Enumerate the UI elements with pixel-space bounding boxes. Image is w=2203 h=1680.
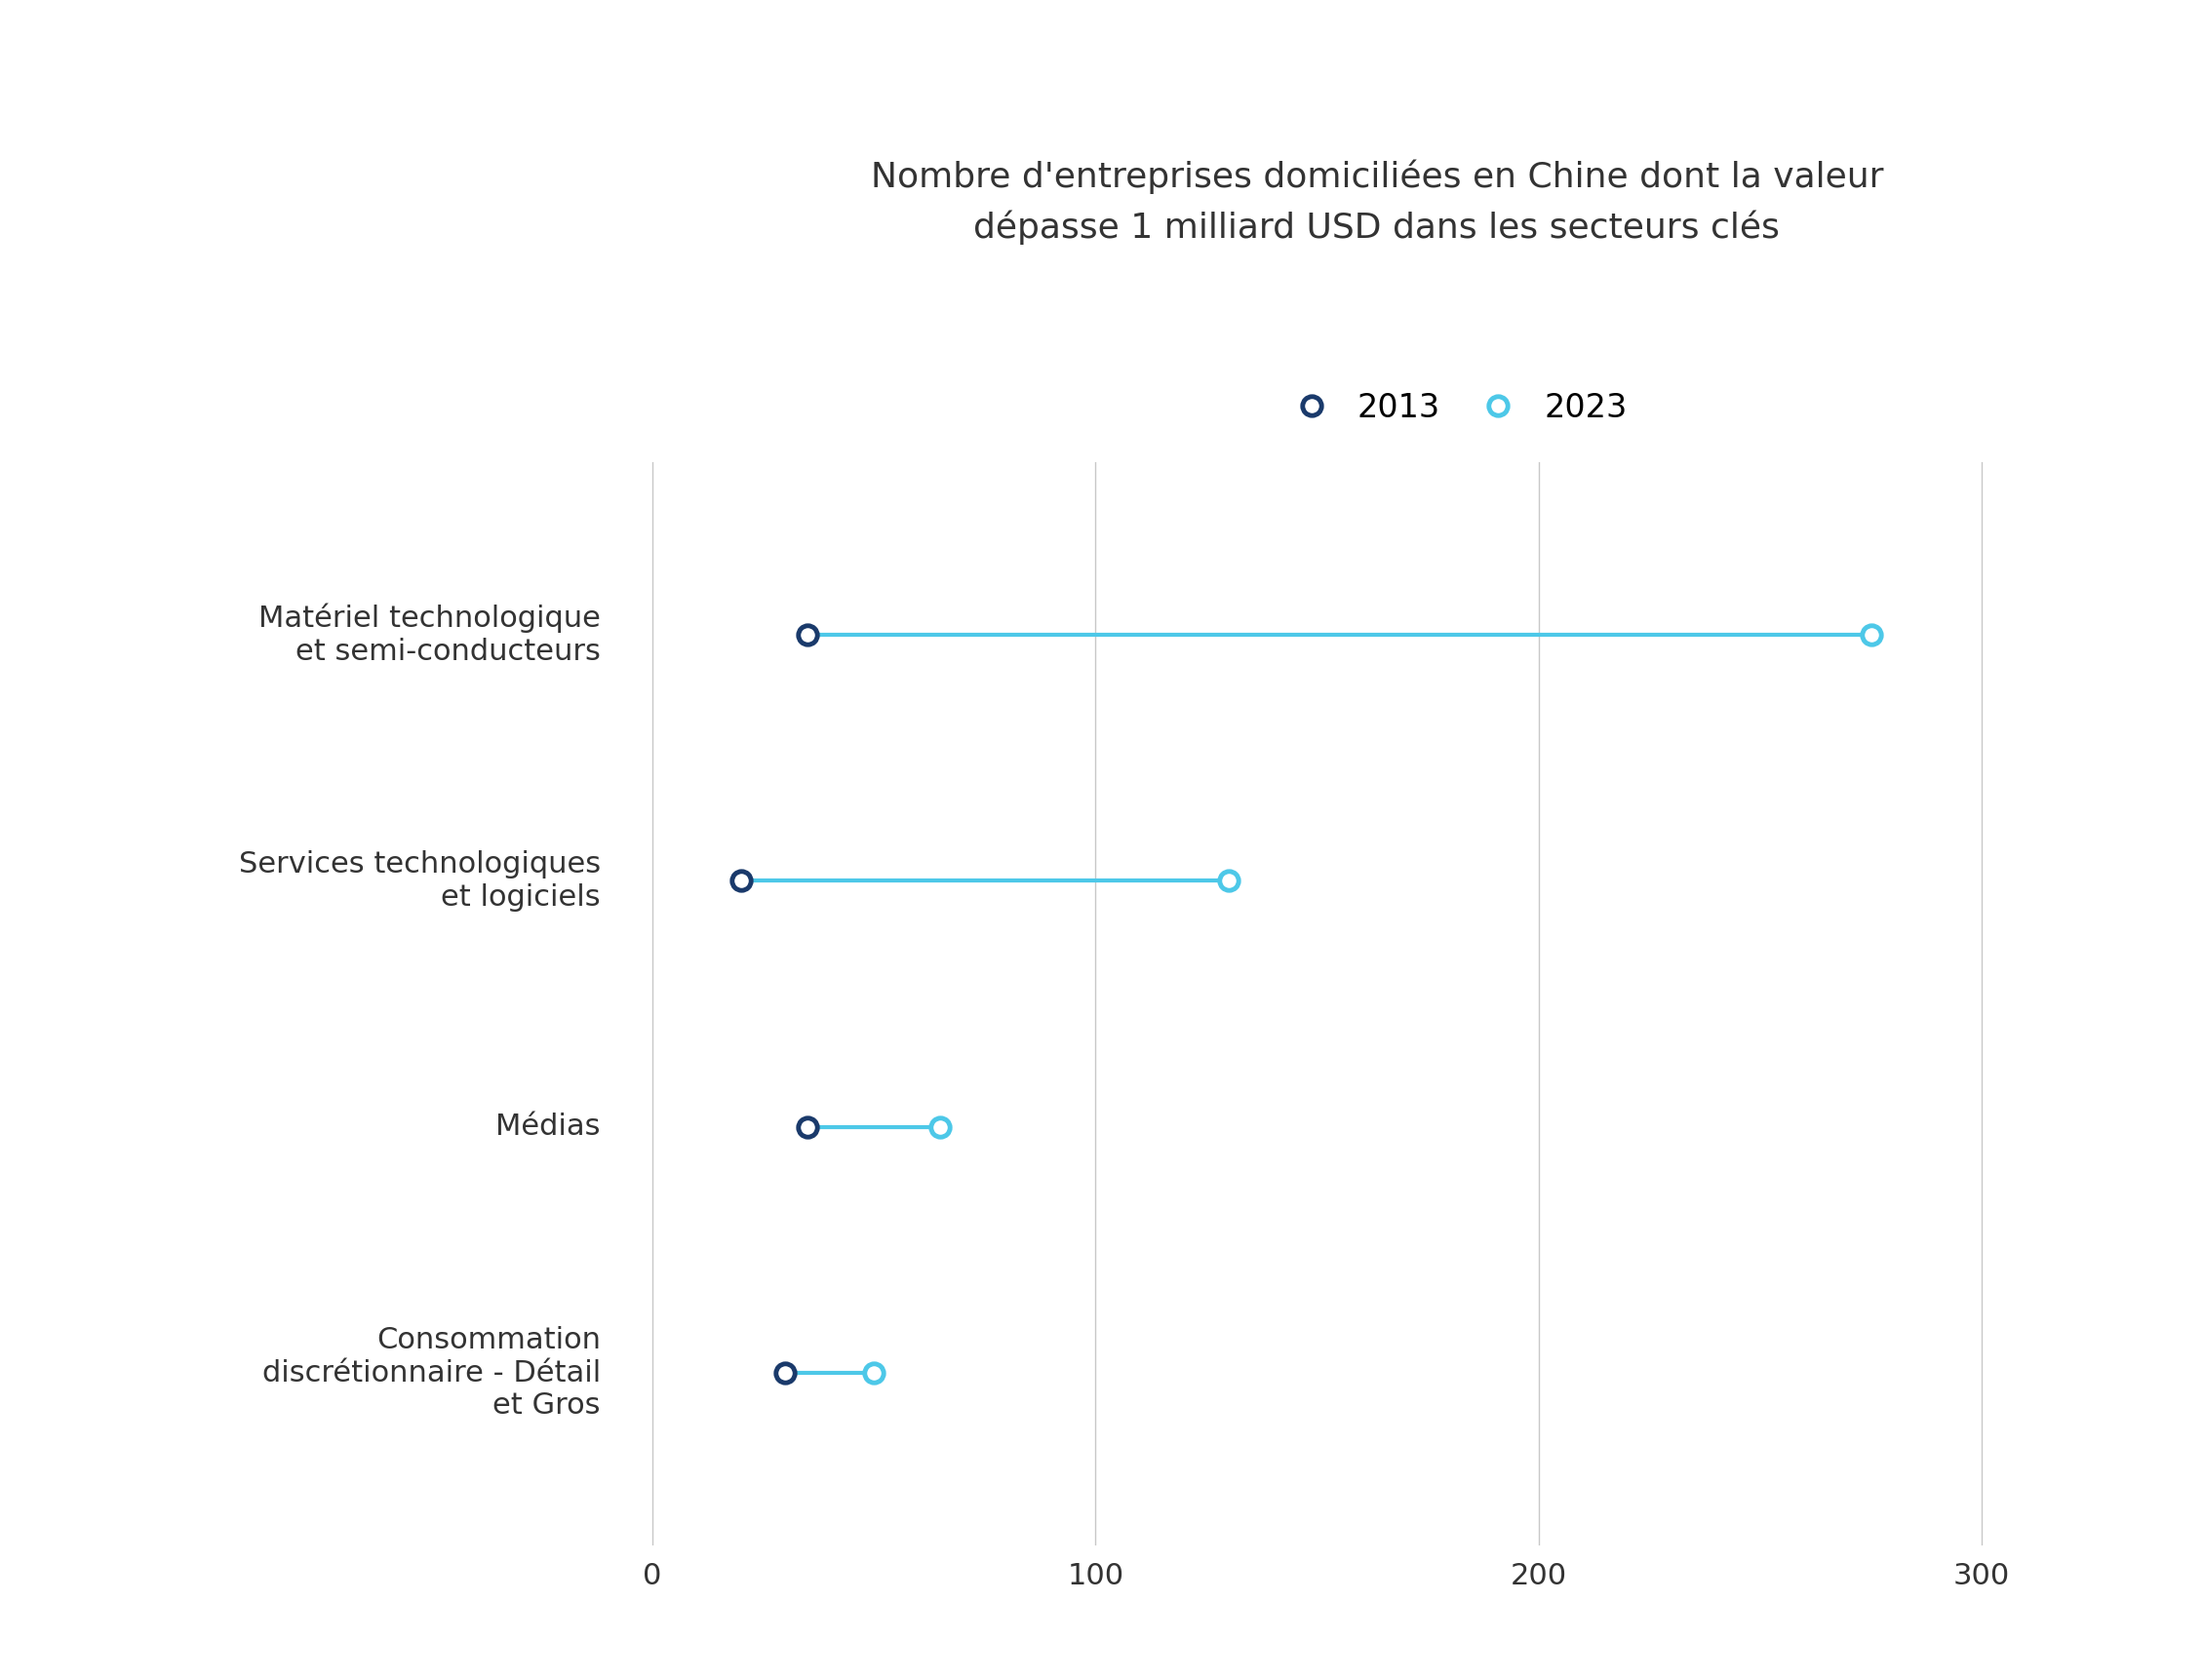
Text: Nombre d'entreprises domiciliées en Chine dont la valeur
dépasse 1 milliard USD : Nombre d'entreprises domiciliées en Chin… (870, 160, 1884, 245)
Legend: 2013, 2023: 2013, 2023 (1267, 380, 1639, 437)
